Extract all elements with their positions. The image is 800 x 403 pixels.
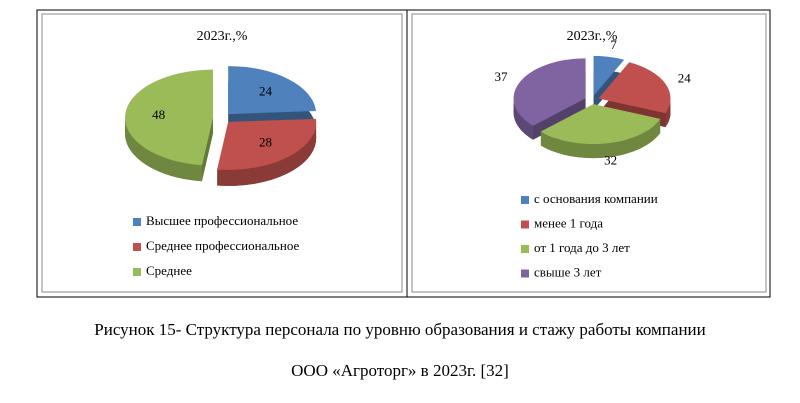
- caption-line: ООО «Агроторг» в 2023г. [32]: [291, 361, 509, 380]
- slice: [593, 55, 625, 96]
- slice: [513, 58, 586, 126]
- legend-swatch: [133, 268, 141, 276]
- legend-label: Высшее профессиональное: [146, 213, 298, 228]
- legend-label: с основания компании: [534, 191, 658, 206]
- chart-frame: [411, 13, 767, 293]
- outer-frame: [36, 9, 771, 298]
- value-label: 24: [678, 71, 692, 86]
- slice-side: [217, 121, 317, 186]
- slice: [598, 62, 671, 114]
- value-label: 32: [604, 152, 617, 167]
- value-label: 7: [610, 37, 617, 52]
- caption-line: Рисунок 15- Структура персонала по уровн…: [94, 320, 705, 339]
- slice-side: [513, 98, 534, 140]
- slice: [125, 69, 214, 166]
- slice-side: [540, 118, 661, 159]
- legend-label: Среднее: [146, 263, 192, 278]
- legend-swatch: [521, 220, 529, 229]
- value-label: 28: [259, 135, 272, 150]
- slice: [228, 66, 316, 115]
- chart-title: 2023г.,%: [567, 29, 618, 44]
- value-label: 48: [152, 107, 165, 122]
- legend-swatch: [521, 245, 529, 253]
- chart-title: 2023г.,%: [197, 29, 248, 44]
- legend-swatch: [133, 218, 141, 226]
- slice: [217, 118, 317, 170]
- legend-label: от 1 года до 3 лет: [534, 240, 630, 255]
- legend-label: Среднее профессиональное: [146, 238, 299, 253]
- chart-frame: [41, 13, 403, 293]
- legend-label: свыше 3 лет: [534, 264, 602, 279]
- value-label: 24: [259, 83, 273, 98]
- legend-swatch: [521, 269, 529, 278]
- legend-swatch: [133, 243, 141, 251]
- slice-side: [125, 117, 202, 182]
- legend-label: менее 1 года: [534, 215, 603, 230]
- slice-side: [665, 98, 671, 128]
- value-label: 37: [494, 69, 508, 84]
- legend-swatch: [521, 196, 529, 204]
- slice: [540, 104, 661, 145]
